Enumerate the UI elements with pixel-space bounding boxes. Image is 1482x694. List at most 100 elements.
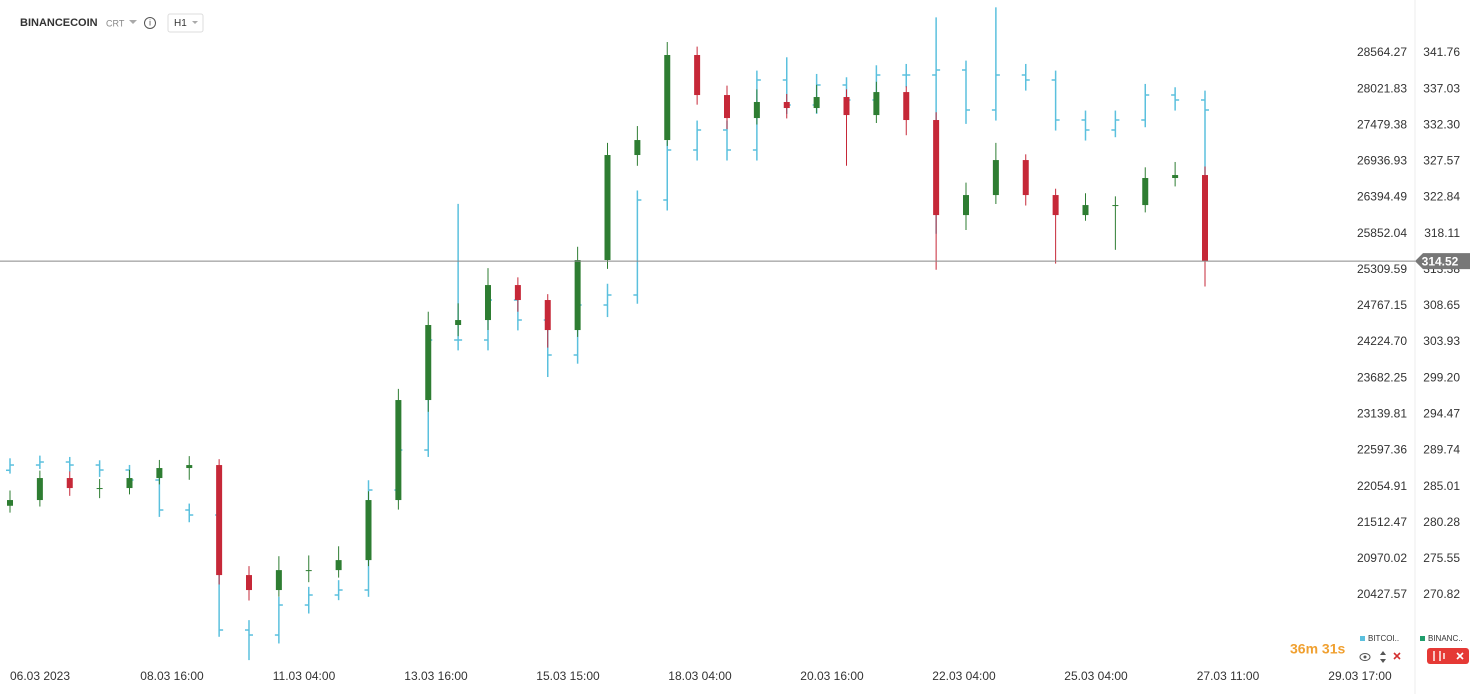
candle-body <box>1022 160 1029 196</box>
candle-body <box>66 478 73 489</box>
legend-controls <box>1359 648 1469 664</box>
candle-body <box>275 570 282 591</box>
y2-tick-label: 280.28 <box>1423 515 1460 529</box>
y2-tick-label: 332.30 <box>1423 117 1460 131</box>
x-tick-label: 15.03 15:00 <box>536 669 600 683</box>
y-tick-label: 27479.38 <box>1357 117 1407 131</box>
candle-body <box>963 195 969 216</box>
candle-body <box>305 570 312 572</box>
y2-tick-label: 289.74 <box>1423 443 1460 457</box>
close-icon <box>1456 652 1464 660</box>
chart-title: BINANCECOIN <box>20 17 98 29</box>
candle-body <box>664 55 671 141</box>
info-icon[interactable] <box>144 17 156 29</box>
x-tick-label: 22.03 04:00 <box>932 669 996 683</box>
candle-body <box>544 300 551 331</box>
y-tick-label: 28564.27 <box>1357 45 1407 59</box>
x-tick-label: 25.03 04:00 <box>1064 669 1128 683</box>
candle-body <box>634 140 641 156</box>
eye-pupil <box>1363 655 1367 659</box>
candle-body <box>724 95 730 119</box>
candle-body <box>604 155 611 261</box>
x-tick-label: 13.03 16:00 <box>404 669 468 683</box>
remove-button[interactable] <box>1427 648 1469 664</box>
candle-body <box>1082 205 1089 216</box>
y2-tick-label: 303.93 <box>1423 334 1460 348</box>
candle-body <box>903 92 910 121</box>
sort-icon[interactable] <box>1380 651 1386 663</box>
x-tick-label: 18.03 04:00 <box>668 669 732 683</box>
timeframe-select[interactable] <box>167 13 204 33</box>
close-icon[interactable] <box>1393 652 1401 660</box>
candle-body <box>216 465 223 576</box>
dropdown-arrow[interactable] <box>192 21 198 24</box>
legend-label: BINANC.. <box>1428 634 1463 643</box>
y-tick-label: 20427.57 <box>1357 587 1407 601</box>
y-tick-label: 28021.83 <box>1357 81 1407 95</box>
x-tick-label: 20.03 16:00 <box>800 669 864 683</box>
candle-body <box>1172 175 1179 179</box>
y2-tick-label: 318.11 <box>1424 226 1460 240</box>
candle-body <box>246 575 252 591</box>
dropdown-arrow[interactable] <box>129 20 137 24</box>
eye-icon[interactable] <box>1359 653 1371 661</box>
legend-swatch <box>1360 636 1365 641</box>
y-tick-label: 20970.02 <box>1357 551 1407 565</box>
y2-tick-label: 294.47 <box>1423 406 1460 420</box>
candle-body <box>694 55 701 96</box>
info-i: i <box>149 19 151 28</box>
y-tick-label: 23682.25 <box>1357 370 1407 384</box>
candle-body <box>335 560 342 571</box>
y2-tick-label: 327.57 <box>1423 154 1460 168</box>
candle-body <box>574 260 581 331</box>
candle-body <box>843 97 850 116</box>
candle-body <box>156 468 163 479</box>
candle-icon <box>1433 651 1445 661</box>
chart-type[interactable]: CRT <box>106 18 125 28</box>
x-tick-label: 27.03 11:00 <box>1197 669 1260 683</box>
candle-body <box>1142 178 1149 206</box>
candle-body <box>96 488 103 490</box>
timeframe: H1 <box>174 18 187 29</box>
y-tick-label: 26936.93 <box>1357 154 1407 168</box>
plot: 28564.27 28021.83 27479.38 26936.93 26394.49… <box>0 7 1470 683</box>
price-tag <box>1415 253 1470 270</box>
y2-tick-label: 341.76 <box>1423 45 1460 59</box>
y2-tick-label: 270.82 <box>1423 587 1460 601</box>
candle-body <box>7 500 13 506</box>
candle-body <box>36 478 43 501</box>
candle-body <box>753 101 760 119</box>
y-tick-label: 22054.91 <box>1357 479 1407 493</box>
x-tick-label: 08.03 16:00 <box>140 669 204 683</box>
candle-body <box>186 465 193 469</box>
x-tick-label: 11.03 04:00 <box>273 669 336 683</box>
y2-tick-label: 308.65 <box>1423 298 1460 312</box>
y2-tick-label: 299.20 <box>1423 370 1460 384</box>
candle-body <box>992 160 999 196</box>
candle-body <box>1052 195 1059 216</box>
y-tick-label: 25852.04 <box>1357 226 1407 240</box>
candle-body <box>873 92 880 116</box>
y-tick-label: 22597.36 <box>1357 443 1407 457</box>
candle-body <box>1112 205 1119 207</box>
candle-body <box>485 285 491 321</box>
candle-body <box>813 97 820 109</box>
candle-body <box>783 101 790 109</box>
y-tick-label: 23139.81 <box>1357 407 1407 421</box>
y2-tick-label: 337.03 <box>1423 81 1460 95</box>
y-tick-label: 21512.47 <box>1357 515 1407 529</box>
candle-body <box>126 478 133 489</box>
candle-body <box>933 120 940 216</box>
legend-label: BITCOI.. <box>1368 634 1399 643</box>
legend-swatch <box>1420 636 1425 641</box>
y2-tick-label: 275.55 <box>1423 551 1460 565</box>
y-tick-label: 25309.59 <box>1357 262 1407 276</box>
candle-body <box>1202 175 1208 262</box>
price-label: 314.52 <box>1422 254 1459 268</box>
y-tick-label: 26394.49 <box>1357 190 1407 204</box>
candle-body <box>455 320 462 326</box>
x-tick-label: 06.03 2023 <box>10 669 70 683</box>
x-tick-label: 29.03 17:00 <box>1328 669 1392 683</box>
